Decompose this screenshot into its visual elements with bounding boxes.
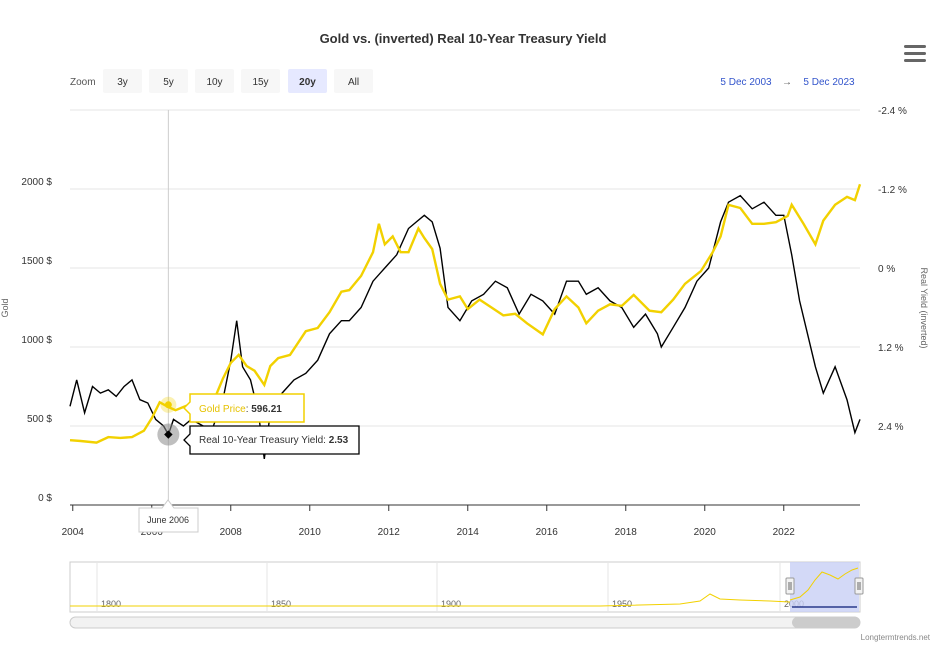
x-tick-label: 2016 xyxy=(536,527,559,538)
x-tick-label: 2010 xyxy=(299,527,322,538)
navigator-selection[interactable] xyxy=(790,562,859,612)
x-tick-label: 2022 xyxy=(773,527,796,538)
zoom-button-label: 10y xyxy=(206,77,222,88)
hamburger-menu-icon[interactable] xyxy=(900,40,930,66)
y-right-tick-label: 1.2 % xyxy=(878,343,904,354)
zoom-button-bg xyxy=(195,69,234,93)
scrollbar[interactable] xyxy=(69,616,861,629)
zoom-button-3y[interactable]: 3y xyxy=(103,69,142,93)
x-tick-label: 2014 xyxy=(457,527,480,538)
y-left-tick-label: 500 $ xyxy=(27,414,52,425)
x-tick-label: 2004 xyxy=(62,527,85,538)
zoom-button-bg xyxy=(103,69,142,93)
x-tick-label: 2012 xyxy=(378,527,401,538)
x-tick-label: 2018 xyxy=(615,527,638,538)
yield-hover-marker xyxy=(164,430,173,439)
yield-tooltip: Real 10-Year Treasury Yield: 2.53 xyxy=(183,425,360,455)
y-left-tick-label: 1000 $ xyxy=(21,335,52,346)
navigator-handle-left[interactable] xyxy=(785,577,795,595)
yield-tooltip-label: Real 10-Year Treasury Yield xyxy=(199,435,323,446)
zoom-button-10y[interactable]: 10y xyxy=(195,69,234,93)
y-right-tick-label: 2.4 % xyxy=(878,422,904,433)
credit-text: Longtermtrends.net xyxy=(861,633,931,642)
x-tick-label: 2008 xyxy=(220,527,243,538)
svg-text:Gold Price: 596.21: Gold Price: 596.21 xyxy=(199,404,282,415)
navigator-tick-label: 1850 xyxy=(271,599,291,609)
x-tick-label: 2020 xyxy=(694,527,717,538)
zoom-button-bg xyxy=(241,69,280,93)
y-left-label: Gold xyxy=(0,298,10,317)
date-tooltip: June 2006 xyxy=(138,499,199,533)
zoom-button-All[interactable]: All xyxy=(334,69,373,93)
y-left-tick-label: 0 $ xyxy=(38,493,52,504)
zoom-button-5y[interactable]: 5y xyxy=(149,69,188,93)
navigator-handle-right[interactable] xyxy=(854,577,864,595)
gold-tooltip: Gold Price: 596.21 xyxy=(182,393,305,423)
y-left-tick-label: 2000 $ xyxy=(21,177,52,188)
yield-series-line[interactable] xyxy=(69,194,861,459)
navigator-tick-label: 1950 xyxy=(612,599,632,609)
navigator[interactable]: 18001850190019502000 xyxy=(69,561,864,613)
zoom-button-label: 3y xyxy=(117,77,128,88)
gold-hover-marker xyxy=(164,401,172,409)
y-right-ticks: -2.4 % -1.2 % 0 % 1.2 % 2.4 % xyxy=(878,106,907,433)
svg-text:Real 10-Year Treasury Yield: 2: Real 10-Year Treasury Yield: 2.53 xyxy=(199,435,349,446)
range-to[interactable]: 5 Dec 2023 xyxy=(803,77,855,88)
navigator-tick-label: 1900 xyxy=(441,599,461,609)
zoom-button-15y[interactable]: 15y xyxy=(241,69,280,93)
y-right-label: Real Yield (inverted) xyxy=(919,267,929,348)
navigator-gold-line-selected xyxy=(789,567,859,601)
zoom-button-label: 15y xyxy=(252,77,268,88)
zoom-buttons: 3y 5y 10y 15y 20y All xyxy=(103,69,373,93)
scrollbar-thumb[interactable] xyxy=(792,617,860,628)
grid xyxy=(70,109,860,427)
zoom-button-label: 5y xyxy=(163,77,174,88)
zoom-button-bg xyxy=(288,69,327,93)
chart-title: Gold vs. (inverted) Real 10-Year Treasur… xyxy=(320,31,607,46)
zoom-button-bg xyxy=(334,69,373,93)
y-right-tick-label: 0 % xyxy=(878,264,895,275)
y-right-tick-label: -2.4 % xyxy=(878,106,907,117)
navigator-tick-label: 1800 xyxy=(101,599,121,609)
navigator-gold-line xyxy=(70,593,791,607)
yield-tooltip-value: 2.53 xyxy=(329,435,349,446)
zoom-label: Zoom xyxy=(70,77,96,88)
zoom-button-label: All xyxy=(348,77,359,88)
range-from[interactable]: 5 Dec 2003 xyxy=(720,77,772,88)
y-left-tick-label: 1500 $ xyxy=(21,256,52,267)
gold-tooltip-value: 596.21 xyxy=(251,404,282,415)
y-right-tick-label: -1.2 % xyxy=(878,185,907,196)
zoom-button-20y[interactable]: 20y xyxy=(288,69,327,93)
gold-tooltip-label: Gold Price xyxy=(199,404,246,415)
range-arrow-icon: → xyxy=(782,77,792,88)
zoom-button-label: 20y xyxy=(299,77,316,88)
zoom-button-bg xyxy=(149,69,188,93)
y-left-ticks: 0 $ 500 $ 1000 $ 1500 $ 2000 $ xyxy=(21,177,52,504)
date-tooltip-text: June 2006 xyxy=(147,515,189,525)
